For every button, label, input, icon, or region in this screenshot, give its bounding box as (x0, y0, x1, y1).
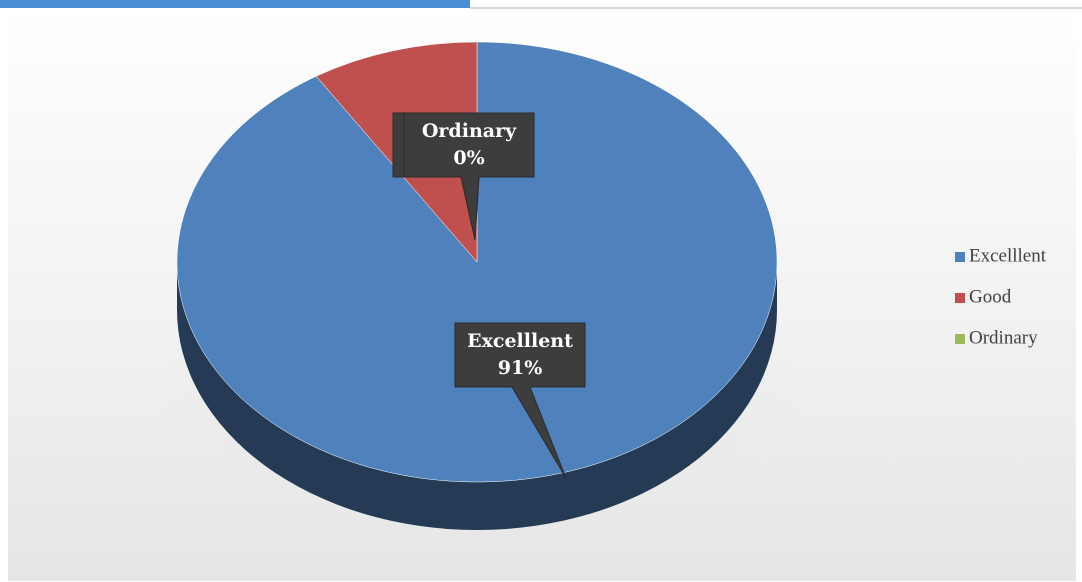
label-value: 0% (453, 147, 484, 169)
legend-label: Good (969, 286, 1012, 307)
label-callout (454, 322, 586, 479)
label-value: 91% (498, 357, 543, 379)
legend-label: Excelllent (969, 245, 1047, 266)
header-strip (0, 0, 470, 8)
slice (176, 41, 778, 483)
slice-side (177, 262, 777, 530)
label-callout (403, 112, 535, 241)
label-category: Ordinary (422, 120, 517, 142)
label-category: Excelllent (467, 330, 573, 352)
legend-swatch (955, 293, 965, 303)
legend: Excelllent Good Ordinary (955, 245, 1047, 348)
legend-swatch (955, 252, 965, 262)
legend-label: Ordinary (969, 327, 1038, 348)
legend-swatch (955, 334, 965, 344)
